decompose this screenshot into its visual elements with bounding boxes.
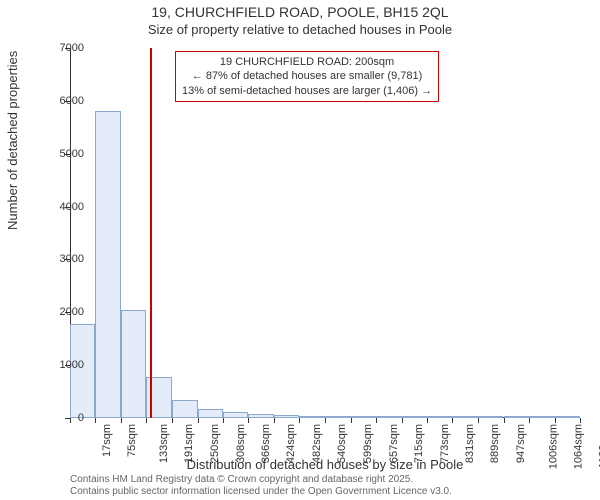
x-tick-mark (376, 418, 377, 423)
footer-attribution: Contains HM Land Registry data © Crown c… (70, 474, 452, 498)
x-tick-mark (274, 418, 275, 423)
x-tick-label: 250sqm (209, 424, 221, 463)
annotation-line: ← 87% of detached houses are smaller (9,… (182, 69, 432, 83)
y-tick-mark (65, 365, 70, 366)
y-tick-mark (65, 101, 70, 102)
x-tick-mark (555, 418, 556, 423)
x-tick-mark (172, 418, 173, 423)
x-tick-label: 831sqm (464, 424, 476, 463)
histogram-bar (299, 416, 324, 418)
x-tick-mark (121, 418, 122, 423)
y-tick-mark (65, 207, 70, 208)
histogram-bar (427, 416, 452, 418)
x-tick-label: 540sqm (336, 424, 348, 463)
x-tick-label: 1006sqm (547, 424, 559, 469)
chart-subtitle: Size of property relative to detached ho… (0, 22, 600, 37)
chart-container: 19, CHURCHFIELD ROAD, POOLE, BH15 2QL Si… (0, 0, 600, 500)
y-tick-label: 6000 (44, 95, 84, 107)
histogram-bar (351, 416, 376, 418)
x-tick-mark (198, 418, 199, 423)
x-tick-mark (70, 418, 71, 423)
annotation-callout: 19 CHURCHFIELD ROAD: 200sqm← 87% of deta… (175, 51, 439, 102)
y-tick-mark (65, 259, 70, 260)
x-tick-label: 308sqm (235, 424, 247, 463)
histogram-bar (172, 400, 197, 418)
y-tick-label: 3000 (44, 253, 84, 265)
x-tick-mark (478, 418, 479, 423)
chart-title: 19, CHURCHFIELD ROAD, POOLE, BH15 2QL (0, 4, 600, 20)
histogram-bar (274, 415, 299, 418)
x-tick-label: 947sqm (515, 424, 527, 463)
y-tick-label: 0 (44, 412, 84, 424)
histogram-bar (95, 111, 120, 418)
x-tick-label: 191sqm (183, 424, 195, 463)
property-marker-line (150, 48, 152, 418)
x-tick-label: 715sqm (413, 424, 425, 463)
x-tick-mark (452, 418, 453, 423)
x-tick-label: 889sqm (490, 424, 502, 463)
x-axis-label: Distribution of detached houses by size … (70, 457, 580, 472)
x-tick-label: 599sqm (362, 424, 374, 463)
histogram-bar (478, 416, 503, 418)
y-axis-label: Number of detached properties (5, 51, 20, 230)
y-tick-mark (65, 48, 70, 49)
x-tick-label: 482sqm (311, 424, 323, 463)
histogram-bar (248, 414, 273, 418)
x-tick-mark (504, 418, 505, 423)
x-tick-mark (146, 418, 147, 423)
y-tick-mark (65, 154, 70, 155)
histogram-bar (452, 416, 477, 418)
histogram-bar (121, 310, 146, 418)
histogram-bar (223, 412, 248, 418)
histogram-bar (504, 416, 529, 418)
x-tick-label: 133sqm (158, 424, 170, 463)
x-tick-label: 657sqm (388, 424, 400, 463)
x-tick-mark (95, 418, 96, 423)
x-tick-label: 424sqm (286, 424, 298, 463)
x-tick-label: 1064sqm (572, 424, 584, 469)
histogram-bar (198, 409, 223, 418)
y-tick-label: 5000 (44, 148, 84, 160)
x-tick-mark (580, 418, 581, 423)
x-tick-label: 17sqm (101, 424, 113, 457)
x-tick-label: 366sqm (260, 424, 272, 463)
x-tick-label: 75sqm (126, 424, 138, 457)
x-tick-mark (427, 418, 428, 423)
histogram-bar (376, 416, 401, 418)
footer-line-1: Contains HM Land Registry data © Crown c… (70, 474, 452, 486)
x-tick-mark (351, 418, 352, 423)
y-tick-label: 1000 (44, 359, 84, 371)
x-tick-mark (529, 418, 530, 423)
histogram-bar (555, 416, 580, 418)
annotation-line: 13% of semi-detached houses are larger (… (182, 84, 432, 98)
footer-line-2: Contains public sector information licen… (70, 486, 452, 498)
x-tick-mark (223, 418, 224, 423)
x-tick-label: 773sqm (439, 424, 451, 463)
x-tick-mark (325, 418, 326, 423)
x-tick-mark (402, 418, 403, 423)
histogram-bar (402, 416, 427, 418)
y-tick-label: 2000 (44, 306, 84, 318)
x-tick-mark (299, 418, 300, 423)
title-block: 19, CHURCHFIELD ROAD, POOLE, BH15 2QL Si… (0, 4, 600, 37)
y-tick-mark (65, 312, 70, 313)
annotation-line: 19 CHURCHFIELD ROAD: 200sqm (182, 55, 432, 69)
y-tick-label: 4000 (44, 201, 84, 213)
histogram-bar (529, 416, 554, 418)
y-tick-label: 7000 (44, 42, 84, 54)
histogram-bar (325, 416, 350, 418)
x-tick-mark (248, 418, 249, 423)
plot-area: 19 CHURCHFIELD ROAD: 200sqm← 87% of deta… (70, 48, 580, 418)
